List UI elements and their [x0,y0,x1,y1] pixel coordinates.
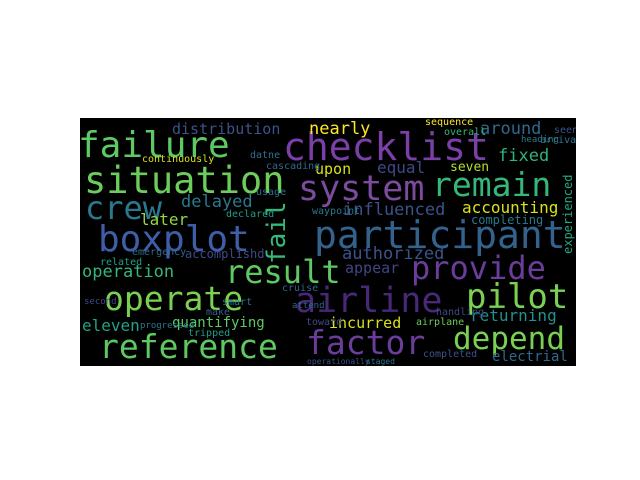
word-pilot: pilot [466,277,569,317]
word-equal: equal [377,158,426,177]
word-distribution: distribution [172,120,281,138]
word-returning: returning [470,306,557,325]
word-remain: remain [432,165,552,204]
word-experienced: experienced [561,174,575,254]
word-arrival: arrival [540,135,576,146]
word-boxplot: boxplot [98,219,250,260]
word-make: make [206,307,231,318]
word-checklist: checklist [283,125,489,169]
word-heading: heading [521,135,559,145]
word-incurred: incurred [329,314,402,332]
word-authorized: authorized [342,244,445,264]
word-system: system [298,169,425,209]
word-declared: declared [226,209,275,220]
word-quantifying: quantifying [172,315,265,331]
word-tripped: tripped [188,328,231,339]
word-cruise: cruise [282,283,319,294]
word-airline: airline [295,281,443,321]
word-handling: handling [436,307,485,318]
word-later: later [140,210,189,229]
word-result: result [225,253,341,291]
word-nearly: nearly [309,119,371,139]
word-completing: completing [471,213,544,227]
word-failure: failure [80,125,230,166]
word-seen: seen [554,125,576,136]
word-situation: situation [84,159,285,202]
word-waypoint: waypoint [312,206,361,217]
word-completed: completed [423,349,478,360]
word-appear: appear [345,259,400,277]
word-airplane: airplane [416,317,465,328]
word-depend: depend [453,321,565,357]
word-accomplishd: accomplishd [185,247,265,261]
word-factor: factor [306,323,426,362]
word-sequence: sequence [425,118,474,128]
word-around: around [480,119,542,139]
word-related: related [100,257,143,268]
word-fixed: fixed [498,146,550,166]
word-electrial: electrial [492,349,568,365]
word-provide: provide [411,249,546,287]
word-operationally: operationally [307,357,370,366]
word-seven: seven [450,160,490,175]
word-smart: smart [222,297,253,308]
word-attend: attend [292,301,325,311]
word-datne: datne [250,150,281,161]
word-participant: participant [314,213,566,257]
word-cascading: cascading [266,161,321,172]
word-emergency: emergency [132,247,187,258]
word-overall: overall [444,127,487,138]
word-upon: upon [315,160,352,178]
word-influenced: influenced [343,200,446,220]
word-accounting: accounting [462,198,559,217]
word-eleven: eleven [82,316,140,335]
word-second: second [84,297,117,307]
word-delayed: delayed [181,192,253,212]
word-staged: staged [366,357,395,366]
word-cloud: checklist failure situation system remai… [80,118,576,366]
word-usage: usage [256,187,287,198]
word-operate: operate [104,279,244,318]
word-progressed: progressed [140,321,195,331]
word-operation: operation [82,262,175,282]
word-continuously: continuously [142,154,215,165]
word-toward: toward [306,317,343,328]
word-crew: crew [85,189,163,227]
word-reference: reference [99,327,278,366]
